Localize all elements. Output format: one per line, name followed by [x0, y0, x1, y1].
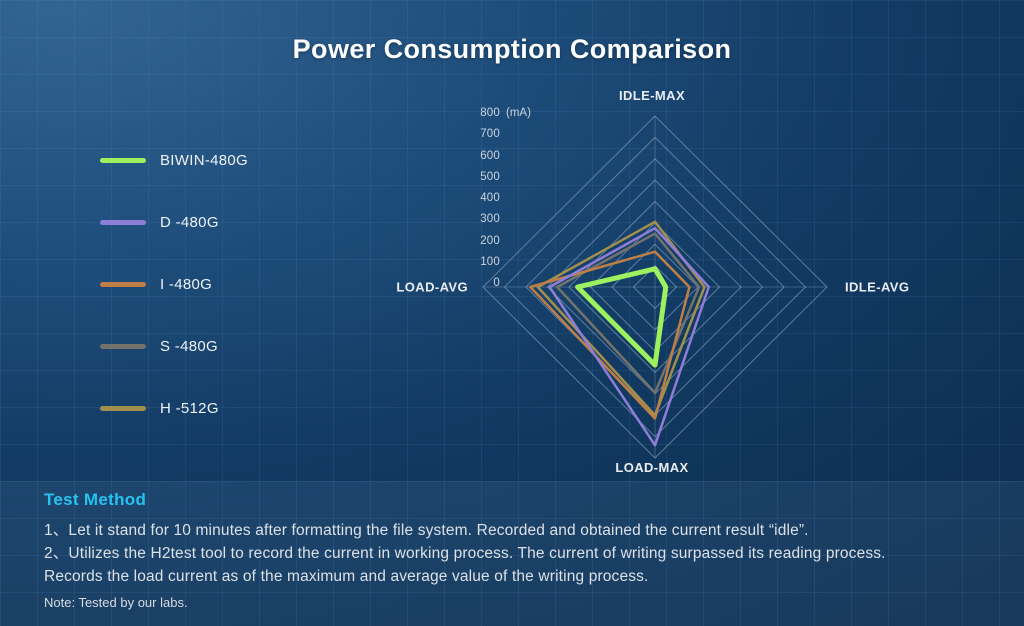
test-method-note: Note: Tested by our labs.: [44, 595, 188, 610]
radar-ring-700: [504, 136, 806, 438]
legend-item: BIWIN-480G: [100, 150, 248, 171]
legend-item: D -480G: [100, 212, 248, 233]
legend-item: S -480G: [100, 336, 248, 357]
radial-tick-400: 400: [480, 192, 500, 204]
series-line-D480G: [548, 226, 710, 447]
legend-label: H -512G: [160, 400, 219, 417]
series-line-BIWIN480G: [575, 266, 669, 368]
legend-swatch: [100, 344, 146, 349]
radial-tick-0: 0: [493, 277, 500, 289]
radar-ring-400: [568, 201, 742, 373]
radar-ring-100: [633, 265, 677, 309]
legend-swatch: [100, 158, 146, 163]
test-method-heading: Test Method: [44, 490, 147, 509]
test-method-line-3: Records the load current as of the maxim…: [44, 568, 649, 585]
radial-tick-600: 600: [480, 149, 500, 162]
legend-swatch: [100, 282, 146, 287]
radial-tick-300: 300: [480, 213, 500, 226]
radial-tick-700: 700: [480, 128, 500, 141]
legend-swatch: [100, 220, 146, 225]
radar-ring-800: [482, 115, 828, 459]
radial-tick-800: 800: [480, 107, 500, 119]
axis-label-load-avg: LOAD-AVG: [396, 279, 468, 295]
legend-label: I -480G: [160, 276, 213, 293]
legend-item: I -480G: [100, 274, 248, 295]
legend-item: H -512G: [100, 398, 248, 419]
legend-label: BIWIN-480G: [160, 152, 249, 169]
radial-tick-200: 200: [480, 234, 500, 247]
legend-label: S -480G: [160, 338, 218, 355]
axis-label-idle-avg: IDLE-AVG: [845, 279, 910, 295]
test-method-panel: [0, 481, 1024, 626]
page-title: Power Consumption Comparison: [292, 34, 732, 64]
chart-legend: BIWIN-480G D -480G I -480G S -480G H -512G: [100, 150, 248, 460]
series-line-S480G: [555, 232, 701, 395]
legend-swatch: [100, 406, 146, 411]
test-method-line-1: 1、Let it stand for 10 minutes after form…: [44, 522, 809, 539]
radar-ring-200: [611, 243, 699, 331]
axis-label-load-max: LOAD-MAX: [615, 460, 689, 475]
radial-tick-100: 100: [480, 255, 500, 268]
test-method-line-2: 2、Utilizes the H2test tool to record the…: [44, 545, 886, 562]
axis-label-idle-max: IDLE-MAX: [618, 88, 686, 103]
radial-tick-500: 500: [480, 170, 500, 183]
legend-label: D -480G: [160, 214, 219, 231]
radar-chart: [482, 115, 828, 459]
unit-label: (mA): [506, 107, 531, 119]
test-method-section: Test Method 1、Let it stand for 10 minute…: [44, 490, 1004, 623]
